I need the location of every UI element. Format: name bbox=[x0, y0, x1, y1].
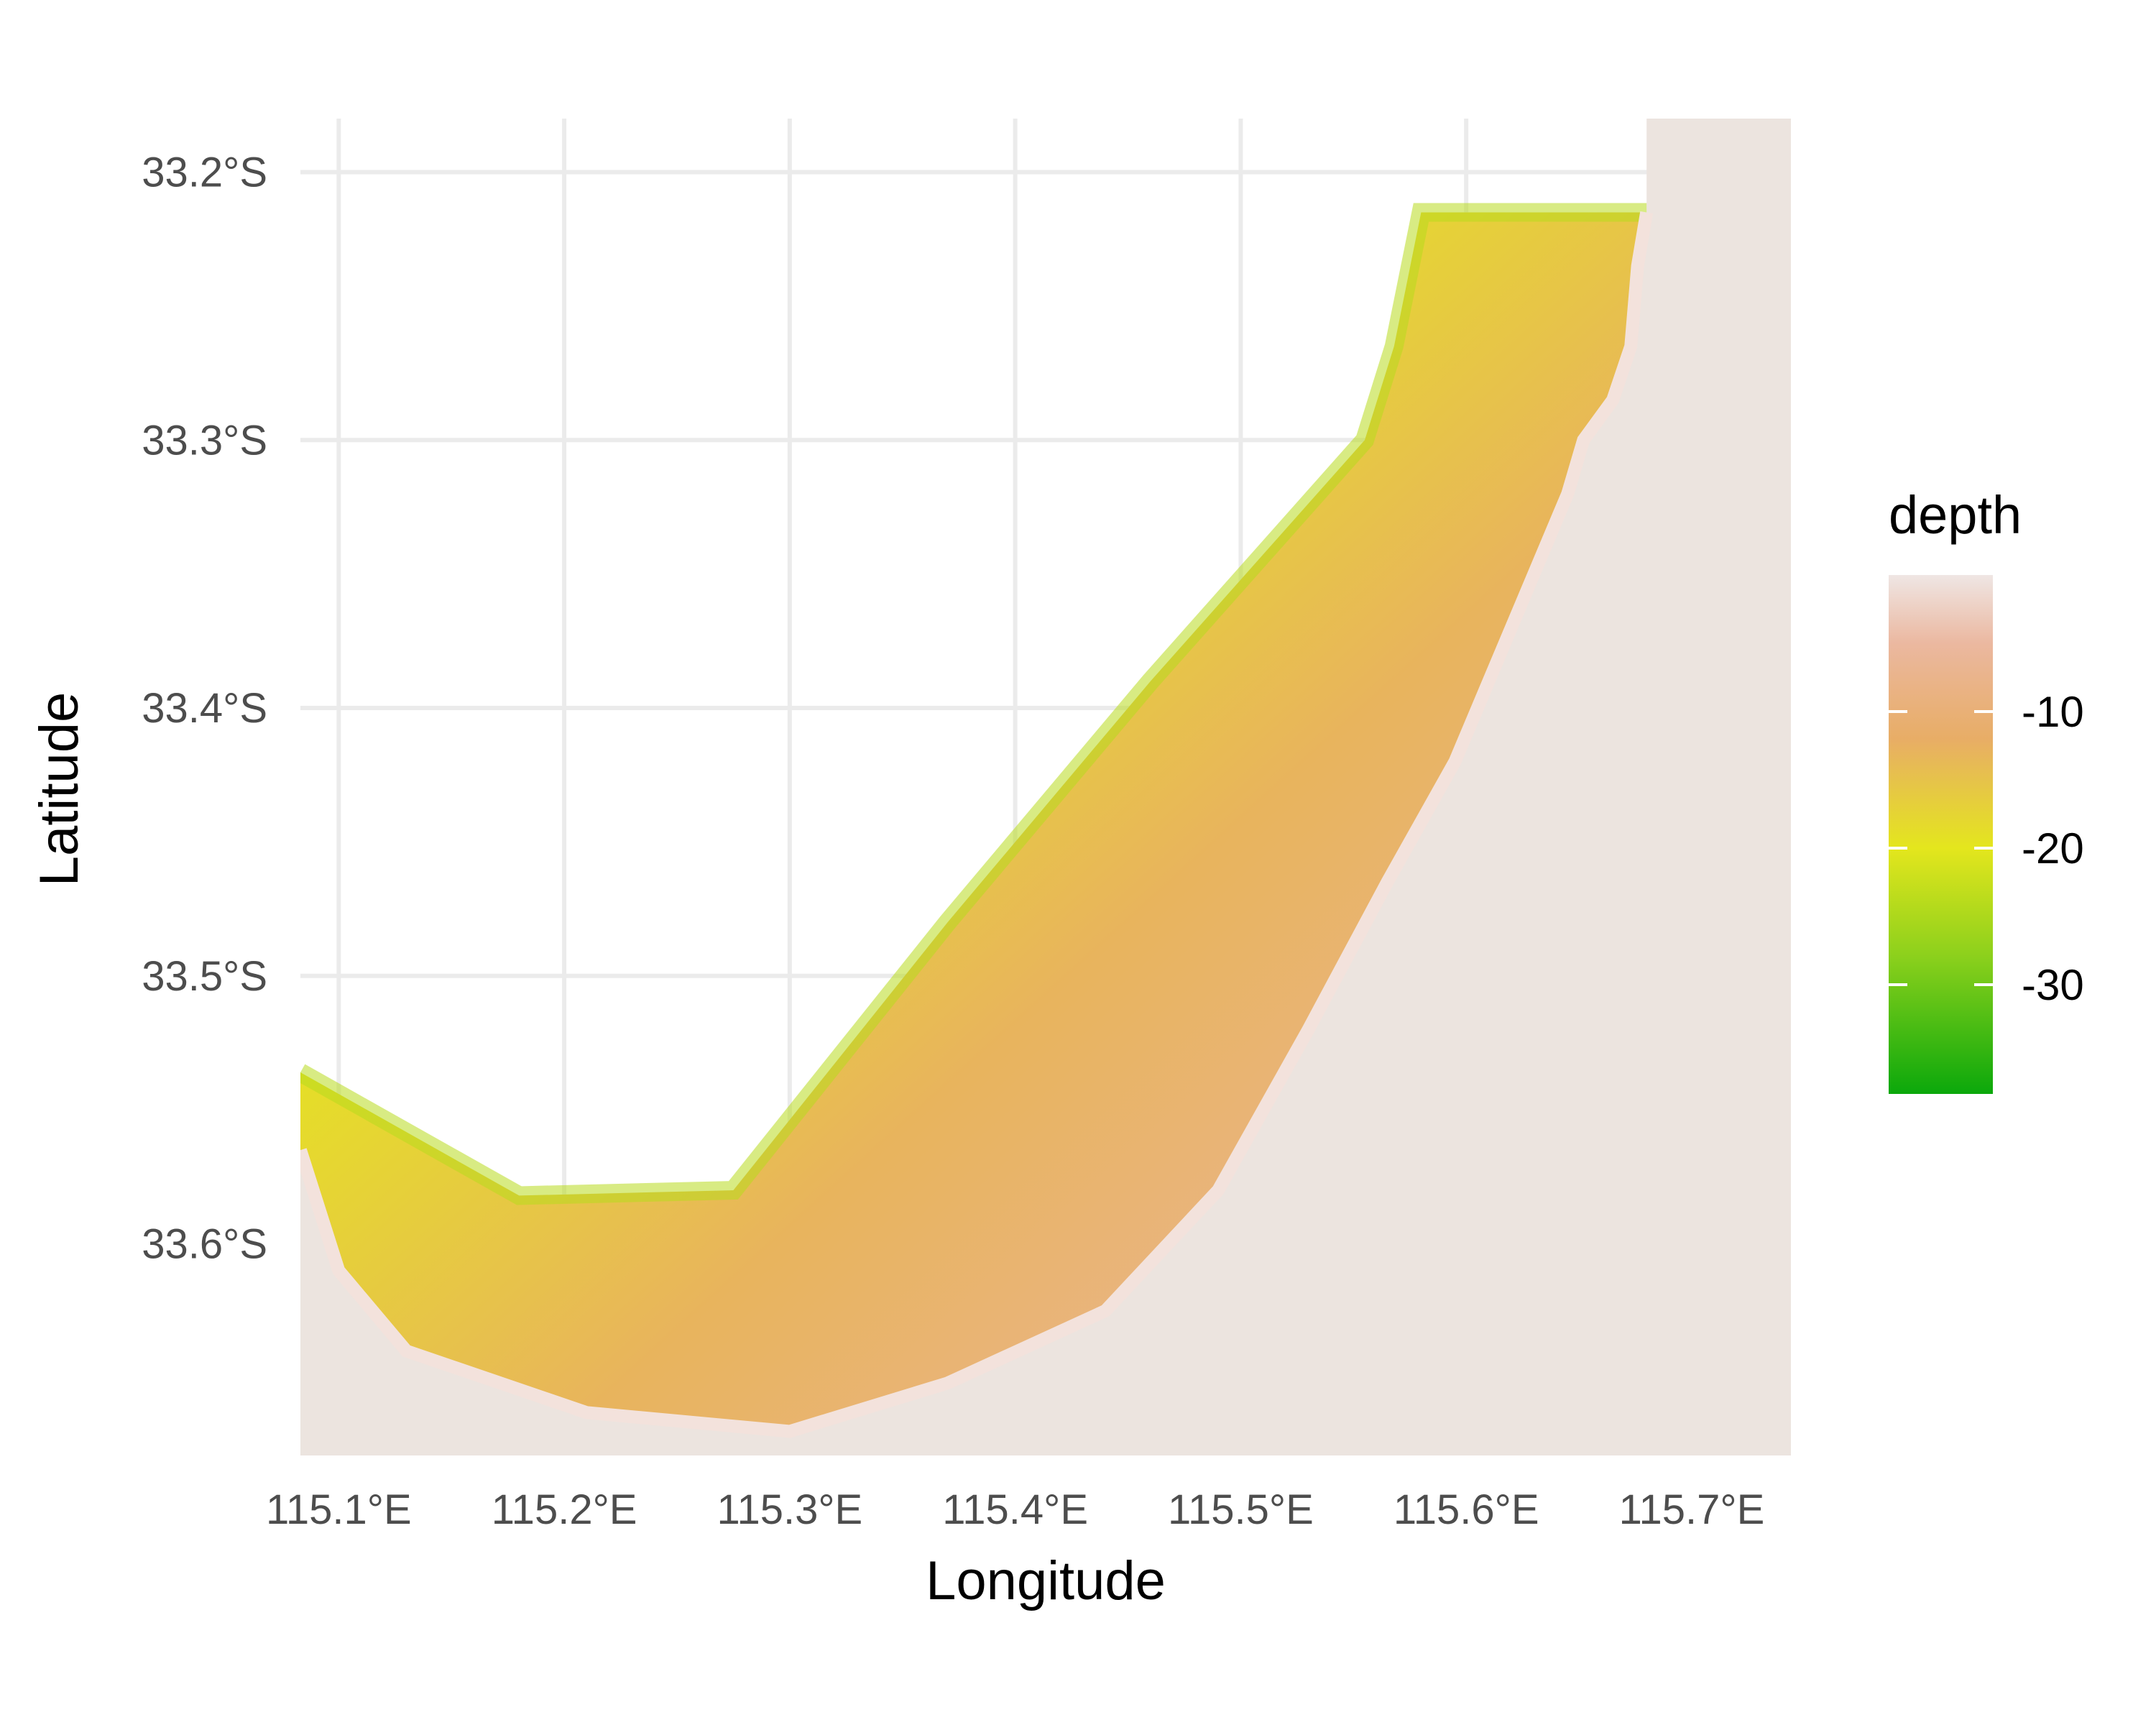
map-panel bbox=[300, 119, 1791, 1455]
x-tick-label: 115.1°E bbox=[266, 1486, 412, 1533]
x-tick-label: 115.4°E bbox=[942, 1486, 1088, 1533]
y-tick-label: 33.2°S bbox=[142, 150, 267, 196]
depth-legend: depth -10 -20 -30 bbox=[1889, 485, 2084, 1094]
y-tick-label: 33.6°S bbox=[142, 1221, 267, 1268]
land-area bbox=[300, 119, 1791, 1455]
y-tick-label: 33.3°S bbox=[142, 417, 267, 464]
shoreline bbox=[300, 211, 1654, 1438]
x-tick-label: 115.3°E bbox=[717, 1486, 863, 1533]
y-tick-label: 33.4°S bbox=[142, 685, 267, 732]
legend-colorbar bbox=[1889, 575, 1993, 1094]
y-axis-title: Latitude bbox=[29, 692, 90, 886]
legend-ticks: -10 -20 -30 bbox=[1889, 688, 2084, 1009]
legend-tick-label: -10 bbox=[2022, 688, 2084, 736]
x-axis-title: Longitude bbox=[926, 1550, 1166, 1611]
x-tick-label: 115.7°E bbox=[1619, 1486, 1765, 1533]
x-tick-label: 115.6°E bbox=[1393, 1486, 1539, 1533]
legend-title: depth bbox=[1889, 485, 2022, 545]
x-axis-ticks: 115.1°E 115.2°E 115.3°E 115.4°E 115.5°E 115.6… bbox=[266, 1486, 1764, 1533]
legend-tick-label: -30 bbox=[2022, 961, 2084, 1009]
x-tick-label: 115.2°E bbox=[492, 1486, 637, 1533]
y-tick-label: 33.5°S bbox=[142, 953, 267, 1000]
y-axis-ticks: 33.2°S 33.3°S 33.4°S 33.5°S 33.6°S bbox=[142, 150, 267, 1268]
survey-bathymetry bbox=[300, 212, 1647, 1432]
offshore-edge bbox=[300, 203, 1647, 1205]
legend-tick-label: -20 bbox=[2022, 824, 2084, 873]
x-tick-label: 115.5°E bbox=[1168, 1486, 1314, 1533]
map-layers bbox=[300, 119, 1791, 1455]
